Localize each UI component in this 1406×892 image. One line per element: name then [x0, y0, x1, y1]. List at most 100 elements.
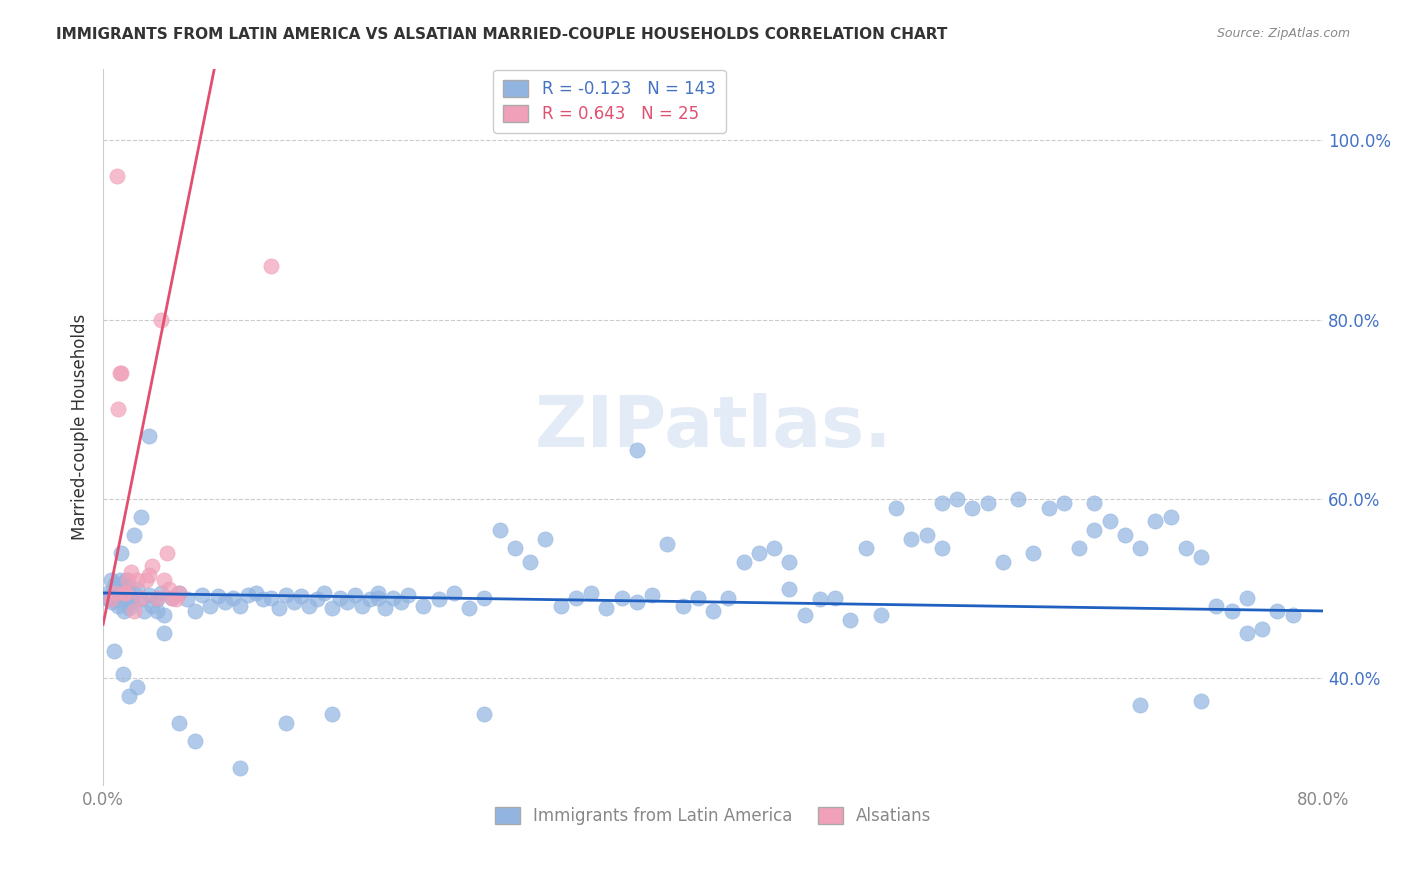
Point	[519, 555, 541, 569]
Point	[138, 588, 160, 602]
Point	[129, 591, 152, 605]
Point	[141, 599, 163, 614]
Point	[1022, 546, 1045, 560]
Point	[793, 608, 815, 623]
Point	[488, 523, 510, 537]
Point	[1114, 527, 1136, 541]
Point	[260, 259, 283, 273]
Point	[153, 608, 176, 623]
Point	[145, 604, 167, 618]
Point	[808, 592, 831, 607]
Point	[884, 500, 907, 515]
Point	[778, 582, 800, 596]
Point	[1205, 599, 1227, 614]
Point	[778, 555, 800, 569]
Text: IMMIGRANTS FROM LATIN AMERICA VS ALSATIAN MARRIED-COUPLE HOUSEHOLDS CORRELATION : IMMIGRANTS FROM LATIN AMERICA VS ALSATIA…	[56, 27, 948, 42]
Point	[367, 586, 389, 600]
Point	[626, 442, 648, 457]
Point	[733, 555, 755, 569]
Point	[138, 429, 160, 443]
Point	[321, 707, 343, 722]
Point	[134, 604, 156, 618]
Point	[389, 595, 412, 609]
Point	[125, 680, 148, 694]
Point	[1144, 514, 1167, 528]
Point	[276, 588, 298, 602]
Point	[103, 582, 125, 596]
Point	[1267, 604, 1289, 618]
Point	[1251, 622, 1274, 636]
Point	[641, 588, 664, 602]
Point	[1083, 523, 1105, 537]
Point	[110, 577, 132, 591]
Point	[503, 541, 526, 556]
Point	[1129, 698, 1152, 712]
Point	[107, 599, 129, 614]
Point	[108, 367, 131, 381]
Point	[962, 500, 984, 515]
Point	[595, 601, 617, 615]
Point	[1189, 550, 1212, 565]
Point	[118, 601, 141, 615]
Point	[626, 595, 648, 609]
Point	[260, 591, 283, 605]
Point	[104, 588, 127, 602]
Point	[610, 591, 633, 605]
Point	[915, 527, 938, 541]
Point	[381, 591, 404, 605]
Point	[104, 577, 127, 591]
Point	[870, 608, 893, 623]
Point	[115, 586, 138, 600]
Point	[855, 541, 877, 556]
Point	[125, 573, 148, 587]
Point	[108, 573, 131, 587]
Point	[105, 593, 128, 607]
Point	[763, 541, 786, 556]
Point	[290, 589, 312, 603]
Point	[121, 595, 143, 609]
Point	[104, 586, 127, 600]
Point	[118, 689, 141, 703]
Point	[1236, 626, 1258, 640]
Point	[824, 591, 846, 605]
Point	[114, 586, 136, 600]
Point	[160, 591, 183, 605]
Point	[686, 591, 709, 605]
Point	[101, 595, 124, 609]
Point	[1189, 693, 1212, 707]
Point	[122, 586, 145, 600]
Point	[110, 367, 132, 381]
Point	[129, 592, 152, 607]
Point	[100, 589, 122, 603]
Point	[105, 169, 128, 183]
Point	[125, 582, 148, 596]
Point	[900, 533, 922, 547]
Point	[207, 589, 229, 603]
Point	[267, 601, 290, 615]
Point	[931, 541, 953, 556]
Point	[672, 599, 695, 614]
Point	[931, 496, 953, 510]
Point	[111, 592, 134, 607]
Point	[352, 599, 374, 614]
Point	[946, 491, 969, 506]
Point	[1129, 541, 1152, 556]
Point	[120, 591, 142, 605]
Point	[165, 592, 187, 607]
Point	[565, 591, 588, 605]
Point	[153, 626, 176, 640]
Point	[129, 509, 152, 524]
Point	[183, 734, 205, 748]
Point	[157, 582, 180, 596]
Point	[183, 604, 205, 618]
Point	[367, 591, 389, 605]
Point	[298, 599, 321, 614]
Point	[717, 591, 740, 605]
Point	[748, 546, 770, 560]
Point	[100, 592, 122, 607]
Point	[1236, 591, 1258, 605]
Point	[169, 716, 191, 731]
Point	[427, 592, 450, 607]
Point	[117, 580, 139, 594]
Point	[314, 586, 336, 600]
